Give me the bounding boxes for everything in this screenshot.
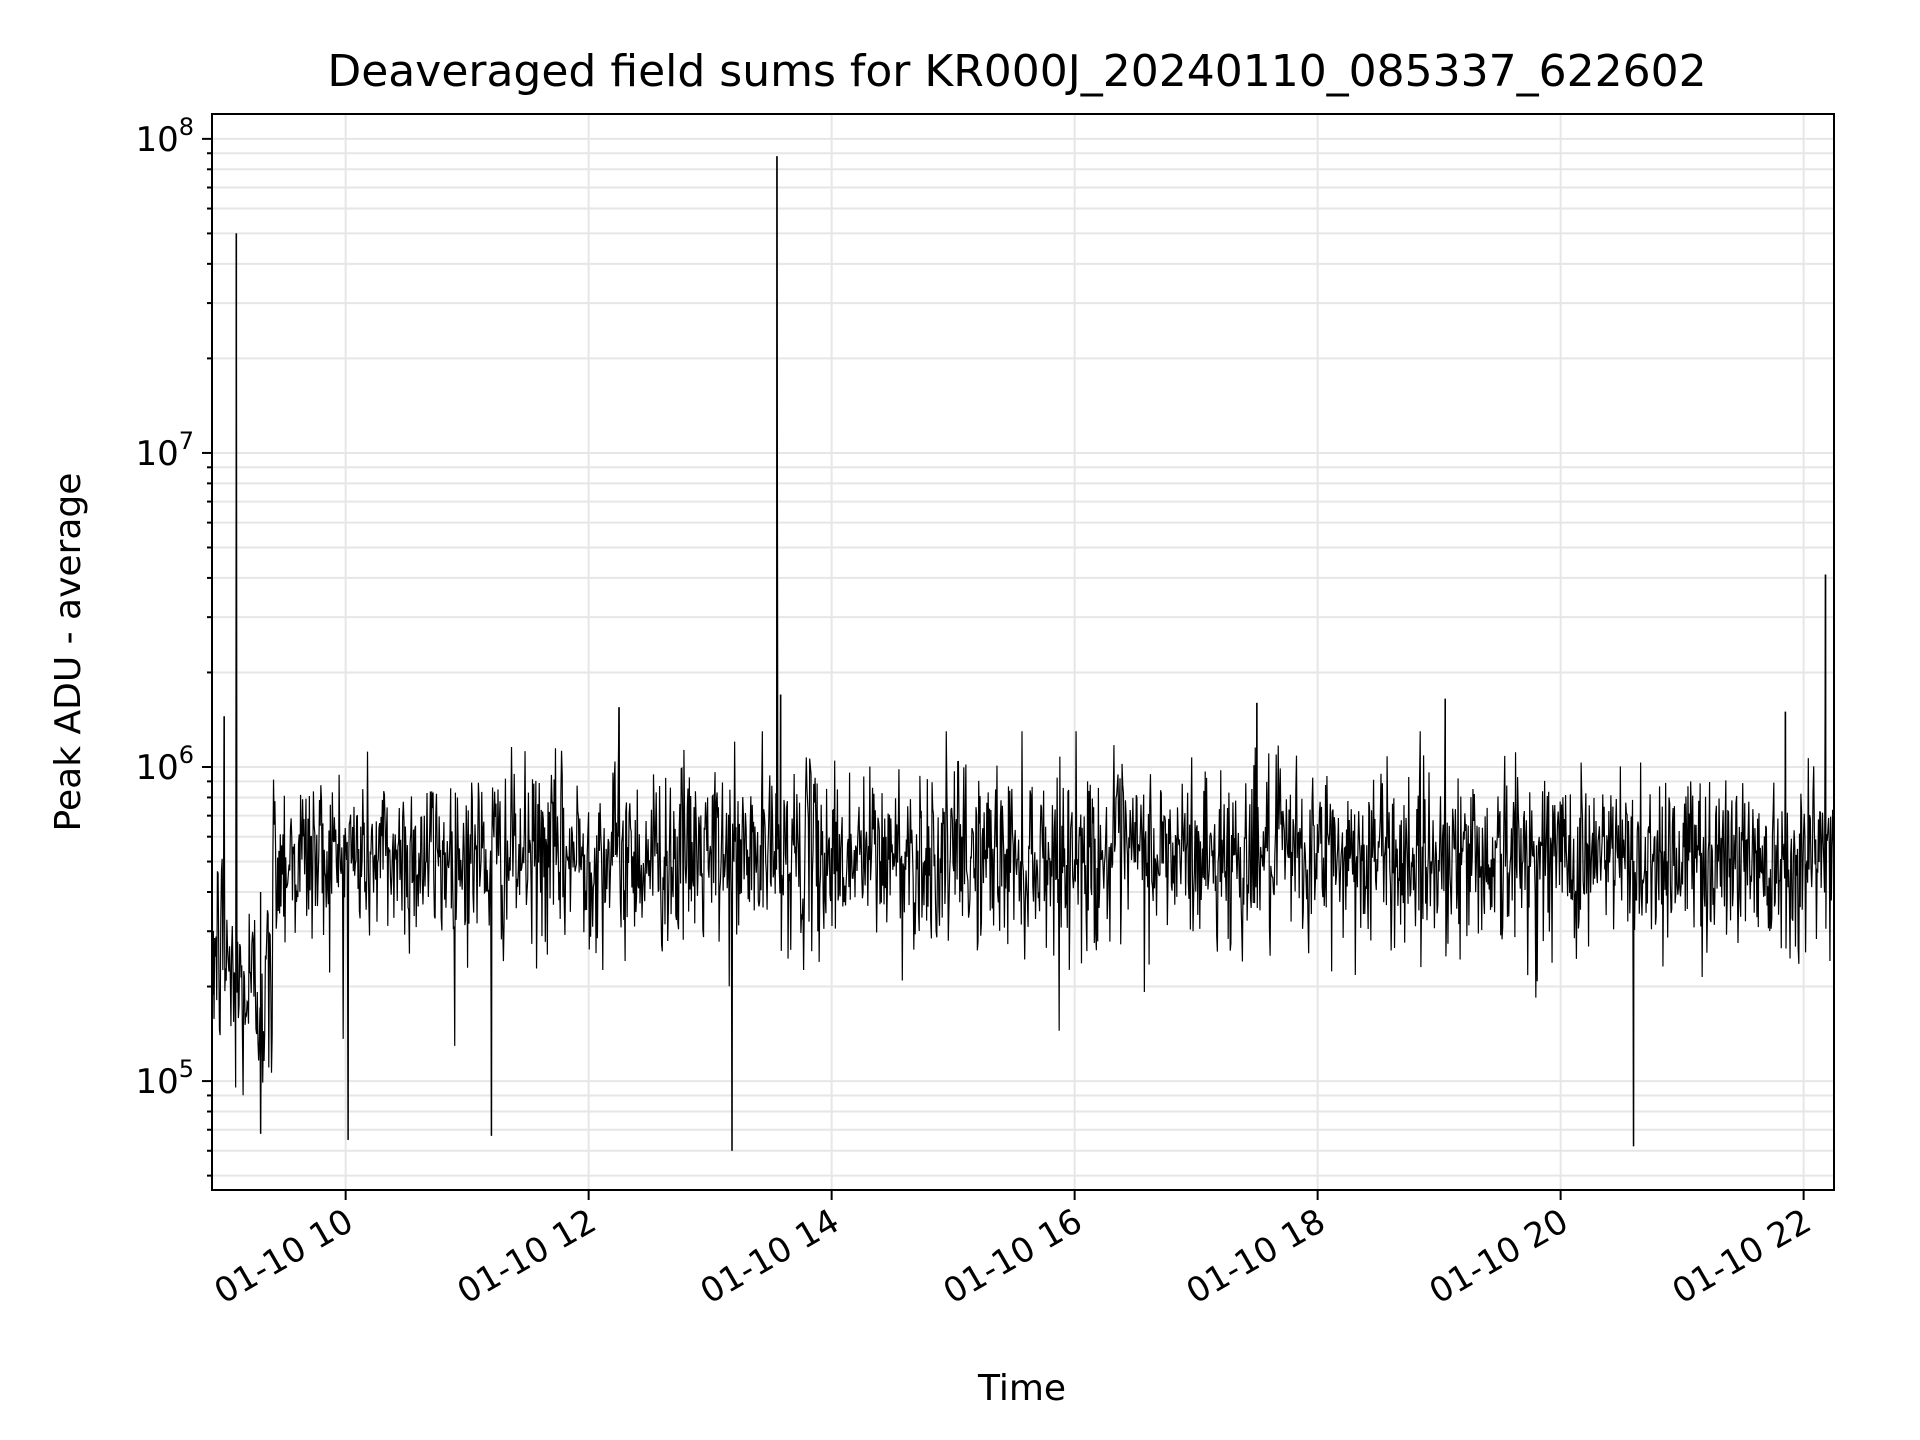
y-axis-label: Peak ADU - average [48, 473, 89, 832]
y-tick-label: 106 [135, 741, 194, 788]
y-tick-label: 108 [135, 113, 194, 160]
y-tick-label: 105 [135, 1055, 194, 1102]
series-layer [211, 156, 1835, 1151]
series-line [211, 156, 1835, 1151]
x-axis-label: Time [977, 1368, 1066, 1409]
y-axis: 105 106 107 108 [135, 113, 212, 1177]
chart-title: Deaveraged field sums for KR000J_2024011… [327, 46, 1706, 97]
y-tick-label: 107 [135, 427, 194, 474]
plot-frame [211, 113, 1835, 1191]
